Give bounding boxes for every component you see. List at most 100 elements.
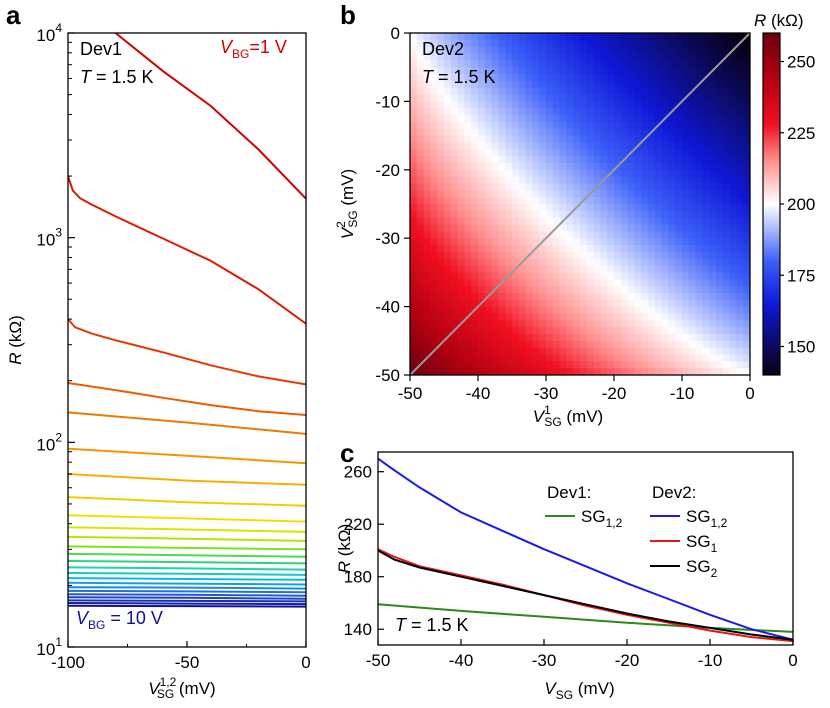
heatmap-cell xyxy=(491,87,499,95)
heatmap-cell xyxy=(573,238,581,246)
heatmap-cell xyxy=(471,245,479,253)
heatmap-cell xyxy=(736,108,744,116)
heatmap-cell xyxy=(586,162,594,171)
heatmap-cell xyxy=(444,101,452,109)
heatmap-cell xyxy=(450,231,458,239)
y-tick-label: -40 xyxy=(375,298,400,317)
heatmap-cell xyxy=(688,156,696,164)
heatmap-cell xyxy=(518,251,526,260)
heatmap-cell xyxy=(607,33,615,41)
heatmap-cell xyxy=(688,162,696,171)
heatmap-cell xyxy=(464,347,472,355)
heatmap-cell xyxy=(743,265,751,273)
heatmap-cell xyxy=(539,333,547,342)
heatmap-cell xyxy=(580,340,588,349)
heatmap-cell xyxy=(620,238,628,246)
heatmap-cell xyxy=(654,320,662,328)
heatmap-cell xyxy=(641,292,649,301)
heatmap-cell xyxy=(688,60,696,68)
heatmap-cell xyxy=(478,258,486,266)
heatmap-cell xyxy=(695,183,703,191)
heatmap-cell xyxy=(716,217,724,225)
heatmap-cell xyxy=(641,33,649,41)
heatmap-cell xyxy=(722,128,730,136)
heatmap-cell xyxy=(471,53,479,61)
heatmap-cell xyxy=(478,39,486,48)
heatmap-cell xyxy=(430,204,438,212)
heatmap-cell xyxy=(641,299,649,307)
heatmap-cell xyxy=(593,176,601,184)
heatmap-cell xyxy=(552,299,560,307)
heatmap-cell xyxy=(532,74,540,82)
heatmap-cell xyxy=(457,115,465,123)
heatmap-cell xyxy=(450,368,458,376)
heatmap-cell xyxy=(484,197,492,205)
heatmap-cell xyxy=(539,286,547,294)
heatmap-cell xyxy=(552,115,560,123)
heatmap-cell xyxy=(423,183,431,191)
heatmap-cell xyxy=(518,135,526,143)
heatmap-cell xyxy=(682,149,690,157)
heatmap-cell xyxy=(546,190,554,198)
heatmap-cell xyxy=(430,299,438,307)
heatmap-cell xyxy=(410,354,418,362)
heatmap-cell xyxy=(484,33,492,41)
heatmap-cell xyxy=(641,183,649,191)
heatmap-cell xyxy=(491,292,499,301)
heatmap-cell xyxy=(593,368,601,376)
heatmap-cell xyxy=(430,53,438,61)
heatmap-cell xyxy=(668,169,676,178)
heatmap-cell xyxy=(661,142,669,150)
heatmap-cell xyxy=(491,313,499,321)
heatmap-cell xyxy=(491,258,499,266)
heatmap-cell xyxy=(580,67,588,75)
heatmap-cell xyxy=(423,80,431,89)
heatmap-cell xyxy=(484,142,492,150)
heatmap-cell xyxy=(661,204,669,212)
heatmap-cell xyxy=(729,135,737,143)
heatmap-cell xyxy=(600,313,608,321)
heatmap-cell xyxy=(661,190,669,198)
heatmap-cell xyxy=(525,340,533,349)
heatmap-cell xyxy=(457,361,465,369)
heatmap-cell xyxy=(410,272,418,280)
heatmap-cell xyxy=(491,101,499,109)
heatmap-cell xyxy=(614,67,622,75)
series-line-vbg-1 xyxy=(68,175,306,325)
series-line-0 xyxy=(378,603,793,633)
heatmap-cell xyxy=(580,361,588,369)
heatmap-cell xyxy=(457,299,465,307)
heatmap-cell xyxy=(593,190,601,198)
heatmap-cell xyxy=(722,190,730,198)
y-tick-label: 0 xyxy=(391,24,400,43)
heatmap-cell xyxy=(600,217,608,225)
heatmap-cell xyxy=(716,361,724,369)
heatmap-cell xyxy=(552,149,560,157)
heatmap-cell xyxy=(423,121,431,130)
heatmap-cell xyxy=(566,74,574,82)
heatmap-cell xyxy=(600,121,608,130)
heatmap-cell xyxy=(546,245,554,253)
heatmap-cell xyxy=(573,245,581,253)
heatmap-cell xyxy=(444,162,452,171)
heatmap-cell xyxy=(416,183,424,191)
heatmap-cell xyxy=(675,313,683,321)
heatmap-cell xyxy=(709,354,717,362)
heatmap-cell xyxy=(634,33,642,41)
heatmap-cell xyxy=(539,368,547,376)
heatmap-cell xyxy=(457,368,465,376)
heatmap-cell xyxy=(627,53,635,61)
heatmap-cell xyxy=(532,197,540,205)
heatmap-cell xyxy=(600,135,608,143)
heatmap-cell xyxy=(512,313,520,321)
heatmap-cell xyxy=(559,313,567,321)
heatmap-cell xyxy=(573,156,581,164)
heatmap-cell xyxy=(423,46,431,54)
heatmap-cell xyxy=(450,306,458,314)
heatmap-cell xyxy=(573,197,581,205)
heatmap-cell xyxy=(654,162,662,171)
heatmap-cell xyxy=(620,327,628,335)
heatmap-cell xyxy=(743,224,751,232)
heatmap-cell xyxy=(566,231,574,239)
heatmap-cell xyxy=(654,368,662,376)
